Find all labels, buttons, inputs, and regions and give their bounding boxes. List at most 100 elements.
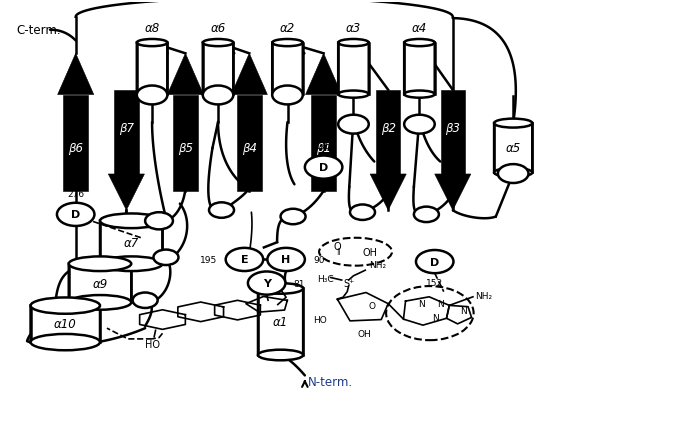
Text: O: O (369, 301, 376, 310)
Circle shape (414, 207, 439, 223)
Text: 152: 152 (426, 279, 443, 288)
Ellipse shape (69, 257, 132, 271)
Circle shape (498, 165, 528, 184)
Text: H: H (281, 255, 290, 265)
Circle shape (57, 203, 94, 227)
FancyBboxPatch shape (272, 43, 303, 95)
Ellipse shape (494, 119, 532, 128)
Polygon shape (114, 91, 139, 174)
Ellipse shape (494, 168, 532, 178)
Ellipse shape (31, 334, 100, 351)
Text: α8: α8 (144, 22, 160, 35)
Text: C-term.: C-term. (17, 24, 62, 37)
Polygon shape (231, 54, 267, 95)
Text: E: E (241, 255, 248, 265)
Ellipse shape (203, 40, 233, 47)
Circle shape (225, 248, 263, 271)
FancyBboxPatch shape (100, 221, 162, 264)
Polygon shape (306, 54, 342, 95)
Ellipse shape (258, 283, 303, 294)
Text: β3: β3 (445, 122, 461, 135)
Polygon shape (167, 54, 204, 95)
Text: N: N (418, 299, 425, 309)
Ellipse shape (404, 91, 435, 99)
Ellipse shape (100, 257, 162, 271)
Text: α3: α3 (346, 22, 361, 35)
Text: α4: α4 (412, 22, 427, 35)
Ellipse shape (136, 40, 167, 47)
Polygon shape (435, 174, 471, 210)
Text: N: N (432, 313, 439, 322)
Circle shape (132, 293, 158, 308)
Text: S⁺: S⁺ (343, 279, 354, 289)
Text: α10: α10 (54, 318, 77, 331)
Polygon shape (376, 91, 400, 174)
Text: NH₂: NH₂ (369, 260, 386, 270)
Text: α6: α6 (211, 22, 225, 35)
Circle shape (136, 86, 167, 105)
Text: β2: β2 (381, 122, 395, 135)
Text: β4: β4 (241, 141, 257, 155)
Polygon shape (64, 95, 88, 191)
Text: 81: 81 (294, 279, 305, 288)
Text: N: N (460, 307, 467, 316)
FancyBboxPatch shape (136, 43, 167, 95)
Circle shape (209, 203, 234, 218)
Text: 90: 90 (313, 255, 325, 264)
Text: β7: β7 (119, 122, 134, 135)
Ellipse shape (136, 91, 167, 99)
FancyBboxPatch shape (258, 289, 303, 355)
Text: NH₂: NH₂ (475, 292, 492, 301)
Circle shape (203, 86, 233, 105)
Circle shape (267, 248, 305, 271)
Polygon shape (237, 95, 262, 191)
Ellipse shape (100, 214, 162, 229)
Text: α7: α7 (124, 236, 139, 249)
Polygon shape (312, 95, 336, 191)
Circle shape (145, 213, 173, 230)
Text: 125: 125 (315, 142, 332, 151)
Text: OH: OH (357, 330, 371, 339)
Circle shape (305, 156, 342, 179)
FancyBboxPatch shape (203, 43, 233, 95)
Text: α2: α2 (280, 22, 295, 35)
FancyBboxPatch shape (69, 264, 132, 302)
Text: D: D (71, 210, 80, 220)
Polygon shape (108, 174, 144, 210)
Ellipse shape (272, 91, 303, 99)
Text: D: D (319, 163, 328, 173)
Text: N: N (437, 299, 444, 309)
FancyBboxPatch shape (494, 124, 532, 173)
Text: α5: α5 (505, 142, 521, 155)
Circle shape (338, 115, 369, 134)
Text: ‖: ‖ (336, 248, 340, 255)
Text: H₃C: H₃C (317, 275, 334, 283)
Circle shape (416, 250, 454, 273)
Text: O: O (334, 241, 342, 251)
Text: HO: HO (145, 339, 160, 349)
Circle shape (350, 205, 375, 220)
FancyBboxPatch shape (338, 43, 369, 95)
Circle shape (404, 115, 435, 134)
Ellipse shape (258, 350, 303, 361)
Polygon shape (370, 174, 406, 210)
FancyBboxPatch shape (404, 43, 435, 95)
FancyBboxPatch shape (31, 306, 100, 342)
Ellipse shape (338, 91, 369, 99)
Text: Y: Y (262, 279, 271, 289)
Ellipse shape (338, 40, 369, 47)
Polygon shape (173, 95, 197, 191)
Circle shape (153, 250, 178, 266)
Text: HO: HO (314, 316, 327, 324)
Ellipse shape (69, 296, 132, 310)
Text: β6: β6 (68, 141, 83, 155)
Text: N-term.: N-term. (308, 375, 354, 388)
Ellipse shape (31, 298, 100, 314)
Ellipse shape (203, 91, 233, 99)
Text: β1: β1 (316, 141, 331, 155)
Polygon shape (440, 91, 465, 174)
Text: α1: α1 (273, 316, 288, 329)
Circle shape (248, 272, 286, 295)
Text: OH: OH (363, 247, 377, 257)
Text: α9: α9 (92, 277, 108, 290)
